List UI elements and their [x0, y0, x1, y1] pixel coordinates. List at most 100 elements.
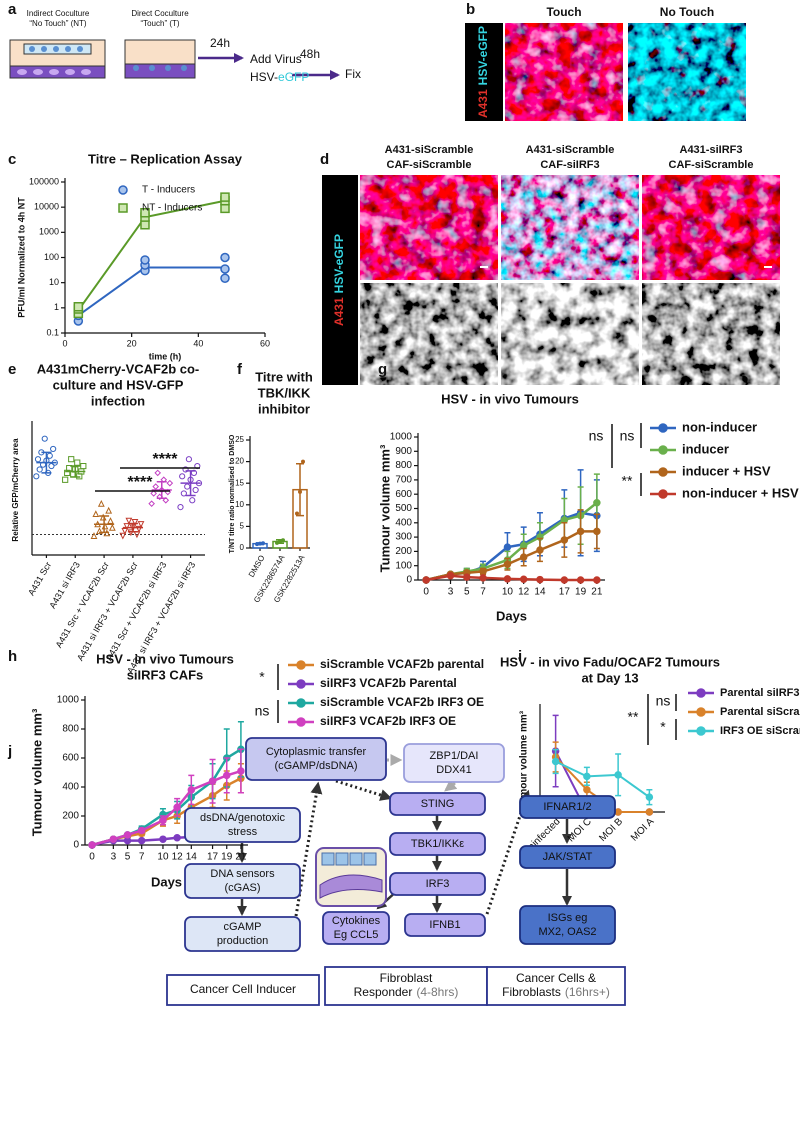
x-tick-label: 12	[172, 852, 184, 863]
chart-title: infection	[91, 393, 145, 408]
x-tick-label: 14	[186, 852, 198, 863]
stain-red: A431	[332, 297, 346, 326]
node-line: Fibroblasts	[502, 985, 561, 999]
x-tick-label: 10	[502, 587, 514, 598]
x-tick-label: A431 Src + VCAF2b Scr	[54, 560, 111, 649]
panel-label: a	[8, 1, 17, 18]
y-tick-label: 100	[44, 252, 59, 262]
well-label: Direct Coculture	[131, 9, 189, 18]
legend-label: T - Inducers	[142, 185, 195, 196]
node-line: Cancer Cells &	[516, 971, 596, 985]
point	[503, 575, 512, 583]
point	[503, 560, 512, 568]
y-tick-label: 300	[395, 532, 412, 543]
step-label: 48h	[300, 47, 320, 61]
node-text: (cGAS)	[224, 882, 260, 894]
y-tick-label: 800	[395, 460, 412, 471]
point	[446, 572, 455, 580]
pathway-node	[184, 863, 301, 899]
y-tick-label: 800	[62, 724, 79, 735]
point	[74, 459, 81, 466]
legend-marker	[118, 185, 128, 195]
x-tick-label: 14	[534, 587, 546, 598]
significance: ns	[620, 428, 635, 444]
pathway-node	[389, 832, 486, 856]
node-line: DNA sensors	[210, 868, 275, 880]
point	[123, 831, 132, 839]
point	[62, 476, 69, 483]
point	[121, 527, 129, 535]
y-tick-label: 600	[62, 753, 79, 764]
pathway-node	[184, 916, 301, 952]
stain-cyan: HSV-eGFP	[476, 26, 490, 85]
pathway-node	[389, 792, 486, 816]
y-tick-label: 600	[395, 489, 412, 500]
point	[173, 803, 181, 811]
stain-label: A431 HSV-eGFP	[332, 234, 346, 326]
series-line	[425, 511, 598, 582]
node-text: STING	[421, 798, 455, 810]
point	[180, 490, 187, 497]
point	[140, 220, 150, 230]
panel-label: i	[518, 648, 522, 665]
x-tick-label: 3	[111, 852, 117, 863]
chart-title: at Day 13	[581, 670, 638, 685]
point	[189, 497, 196, 504]
point	[173, 834, 181, 842]
significance: ns	[656, 693, 671, 709]
pathway-node	[324, 966, 488, 1006]
chart-title: Titre – Replication Assay	[88, 151, 243, 166]
point	[109, 835, 118, 843]
point	[140, 208, 150, 218]
point	[73, 302, 84, 312]
legend-marker	[658, 445, 668, 455]
node-text: JAK/STAT	[543, 851, 593, 863]
significance: ns	[255, 703, 270, 719]
point	[34, 456, 42, 463]
x-tick-label: A431 Scr	[26, 560, 53, 597]
series-line	[425, 574, 597, 582]
node-text: Cytokines	[332, 915, 381, 927]
point	[220, 264, 230, 274]
point	[51, 459, 58, 466]
y-tick-label: 10000	[34, 202, 59, 212]
y-tick-label: 0	[73, 840, 79, 851]
node-text: production	[217, 935, 268, 947]
point	[150, 490, 157, 497]
point	[108, 523, 116, 531]
step-label: 24h	[210, 36, 230, 50]
column-label: Touch	[546, 5, 581, 19]
series-line	[555, 760, 650, 798]
chart-title: HSV - in vivo Tumours	[96, 651, 234, 666]
point	[137, 836, 146, 845]
node-text: cGAMP	[224, 921, 262, 933]
point	[177, 504, 184, 511]
x-axis-label: Days	[496, 608, 527, 623]
chart-title: A431mCherry-VCAF2b co-	[37, 361, 200, 376]
x-tick-label: 0	[89, 852, 95, 863]
pathway-node	[404, 913, 486, 937]
node-text: Cancer Cell Inducer	[190, 982, 296, 996]
point	[41, 435, 48, 442]
stain-label: A431 HSV-eGFP	[476, 26, 490, 118]
x-tick-label: 10	[157, 852, 169, 863]
point	[576, 576, 585, 584]
point	[583, 772, 591, 781]
node-line: production	[217, 935, 268, 947]
column-label: No Touch	[660, 5, 714, 19]
panel-label: b	[466, 1, 475, 18]
legend-marker	[696, 688, 706, 698]
significance: **	[628, 709, 639, 725]
y-axis-label: PFU/ml Normalized to 4h NT	[16, 197, 26, 318]
node-line: stress	[228, 826, 258, 838]
y-axis-label: Tumour volume mm³	[29, 708, 44, 836]
significance: *	[660, 719, 666, 735]
node-text: IFNB1	[429, 919, 460, 931]
point	[583, 786, 591, 794]
legend-marker	[658, 423, 668, 433]
x-tick-label: 60	[260, 338, 270, 348]
y-axis-label: Tumour volume mm³	[519, 710, 530, 809]
node-line: MX2, OAS2	[538, 926, 596, 938]
x-tick-label: 19	[221, 852, 233, 863]
legend-marker	[118, 203, 128, 213]
